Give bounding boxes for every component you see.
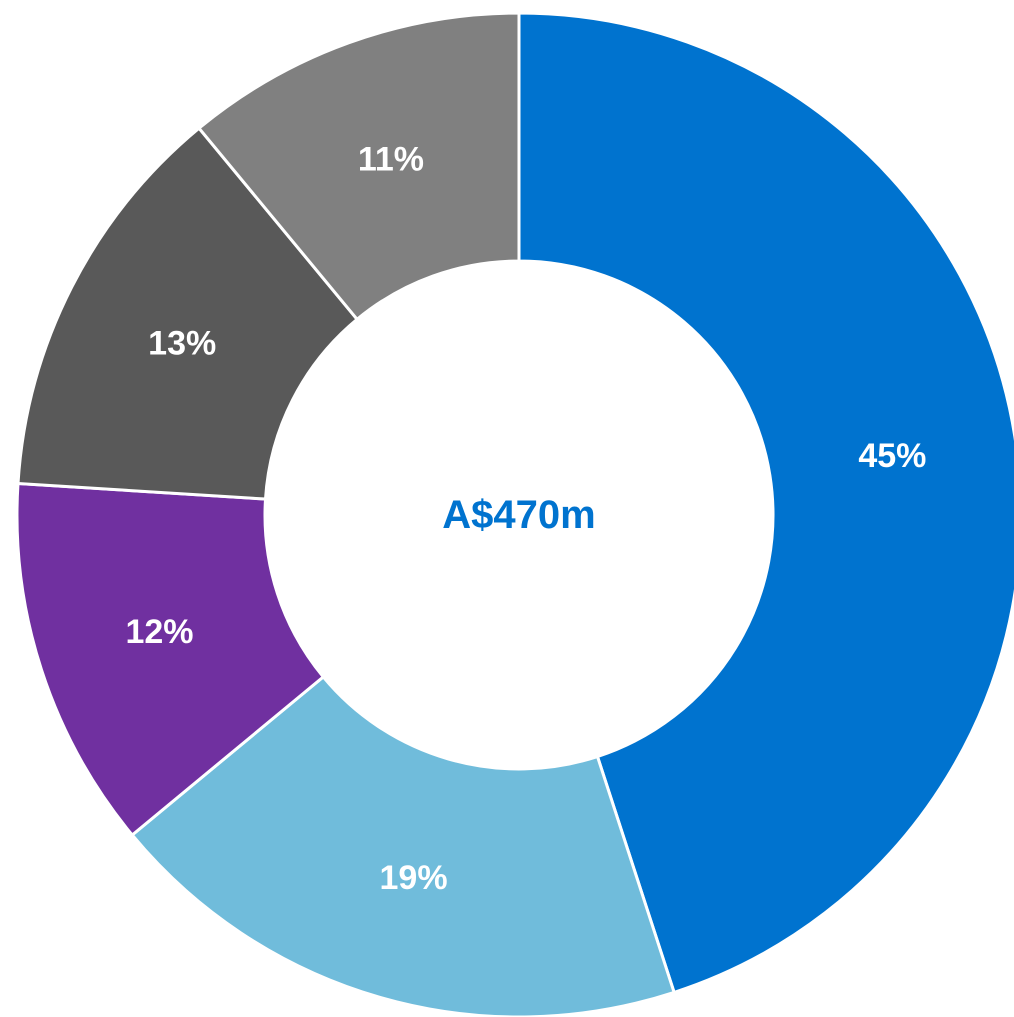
data-label: 45% bbox=[858, 437, 926, 475]
data-label: 12% bbox=[125, 613, 193, 651]
donut-segment bbox=[16, 126, 360, 501]
center-label: A$470m bbox=[442, 493, 595, 537]
donut-segment bbox=[517, 11, 1014, 995]
donut-segment bbox=[196, 11, 521, 322]
data-label: 11% bbox=[358, 140, 424, 178]
data-label: 13% bbox=[148, 324, 216, 362]
donut-segment bbox=[15, 481, 326, 838]
data-label: 19% bbox=[380, 859, 448, 897]
